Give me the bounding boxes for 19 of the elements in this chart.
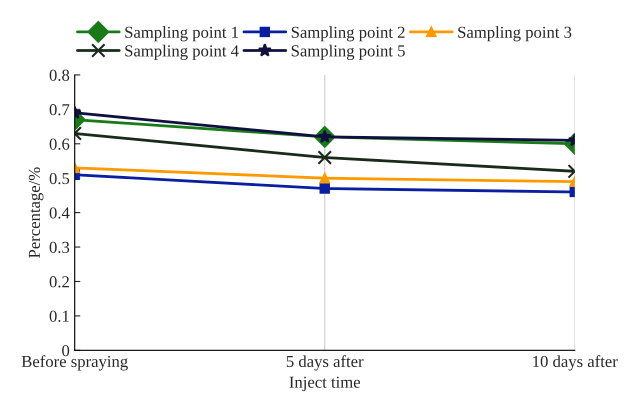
legend-label: Sampling point 3	[458, 26, 572, 42]
legend-label: Sampling point 5	[292, 44, 405, 60]
y-axis-title: Percentage/%	[28, 167, 44, 258]
y-tick-label: 0.8	[50, 70, 70, 81]
y-tick-label: 0.4	[50, 207, 70, 219]
legend-label: Sampling point 1	[125, 26, 238, 42]
y-tick-label: 0	[62, 345, 70, 356]
legend-label: Sampling point 4	[125, 44, 239, 60]
y-tick-label: 0.2	[50, 276, 69, 288]
y-tick-label: 0.3	[50, 242, 70, 254]
x-tick-label: 5 days after	[286, 355, 364, 371]
y-tick-label: 0.7	[50, 104, 70, 116]
legend-label: Sampling point 2	[292, 26, 405, 42]
x-tick-label: 10 days after	[533, 355, 618, 371]
y-tick-label: 0.1	[50, 310, 69, 322]
y-tick-label: 0.5	[50, 172, 70, 184]
y-tick-label: 0.6	[50, 138, 70, 150]
x-tick-label: Before spraying	[22, 355, 128, 371]
x-axis-title: Inject time	[289, 376, 360, 392]
